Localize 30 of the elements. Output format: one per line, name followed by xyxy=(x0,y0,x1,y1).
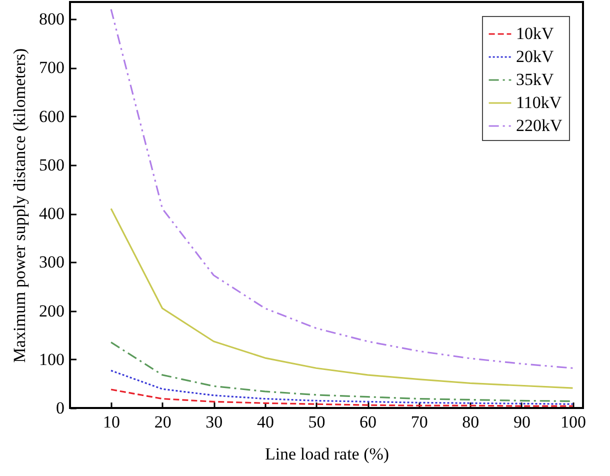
y-tick-label: 100 xyxy=(39,350,64,369)
y-tick-label: 600 xyxy=(39,106,64,126)
x-tick-label: 20 xyxy=(154,412,172,432)
x-tick-label: 90 xyxy=(513,412,530,432)
legend-label: 220kV xyxy=(516,116,563,135)
y-tick-label: 200 xyxy=(39,301,64,320)
legend-label: 35kV xyxy=(516,70,554,89)
x-tick-label: 80 xyxy=(462,412,480,432)
line-series xyxy=(110,370,574,405)
legend-label: 20kV xyxy=(516,47,554,66)
y-tick-label: 500 xyxy=(39,155,64,174)
x-tick-label: 40 xyxy=(256,412,274,432)
y-tick-label: 300 xyxy=(39,252,64,272)
legend-label: 110kV xyxy=(516,93,562,112)
y-tick-label: 0 xyxy=(56,398,64,418)
line-series xyxy=(110,208,574,389)
x-tick-label: 70 xyxy=(410,412,428,432)
x-tick-label: 10 xyxy=(103,412,120,432)
y-tick-label: 700 xyxy=(39,58,64,78)
y-axis-title: Maximum power supply distance (kilometers) xyxy=(10,48,29,363)
legend-label: 10kV xyxy=(516,24,554,43)
x-tick-label: 60 xyxy=(360,412,377,432)
line-series xyxy=(110,388,574,407)
x-tick-label: 100 xyxy=(560,412,586,432)
y-tick-label: 400 xyxy=(39,204,64,224)
x-tick-label: 50 xyxy=(308,412,326,432)
y-tick-label: 800 xyxy=(39,10,64,29)
x-tick-label: 30 xyxy=(206,412,223,432)
line-series xyxy=(110,8,574,369)
x-axis-title: Line load rate (%) xyxy=(264,444,390,464)
